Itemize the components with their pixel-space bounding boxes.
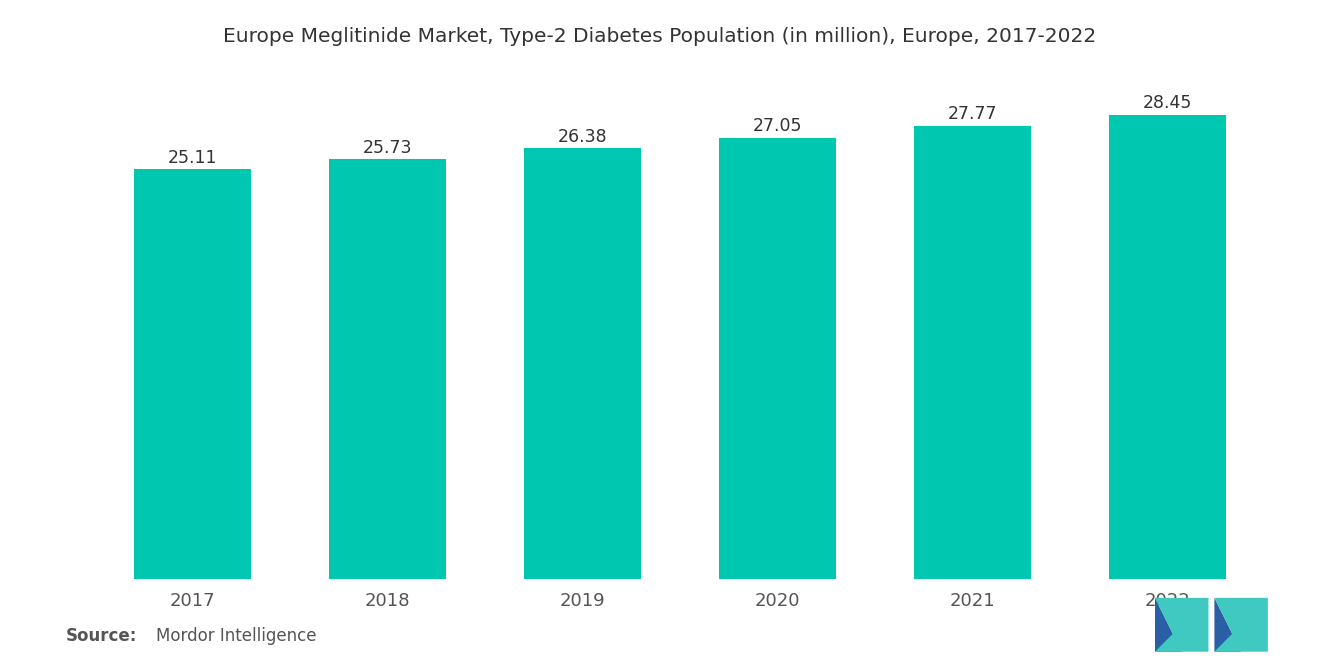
Text: Source:: Source: [66, 627, 137, 645]
Polygon shape [1155, 598, 1181, 652]
Text: Mordor Intelligence: Mordor Intelligence [156, 627, 317, 645]
Polygon shape [1214, 598, 1267, 652]
Polygon shape [1155, 598, 1209, 652]
Polygon shape [1214, 598, 1241, 652]
Text: 27.77: 27.77 [948, 105, 997, 124]
Text: 25.11: 25.11 [168, 149, 216, 167]
Text: 27.05: 27.05 [752, 117, 803, 135]
Bar [524, 148, 640, 579]
Bar [719, 138, 836, 579]
Text: 26.38: 26.38 [557, 128, 607, 146]
Bar [913, 126, 1031, 579]
Polygon shape [1155, 598, 1209, 652]
Text: 25.73: 25.73 [363, 138, 412, 157]
Bar [329, 159, 446, 579]
Bar [1109, 115, 1226, 579]
Text: 28.45: 28.45 [1143, 94, 1192, 112]
Bar [133, 169, 251, 579]
Polygon shape [1214, 598, 1267, 652]
Text: Europe Meglitinide Market, Type-2 Diabetes Population (in million), Europe, 2017: Europe Meglitinide Market, Type-2 Diabet… [223, 27, 1097, 46]
